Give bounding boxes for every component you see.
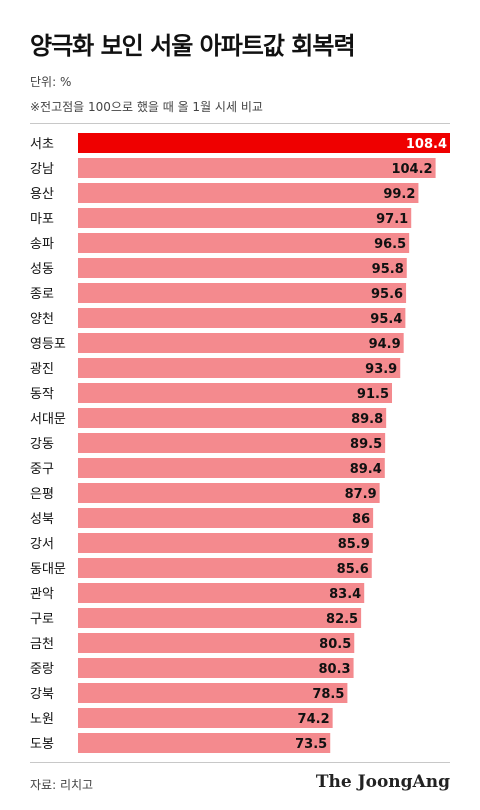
chart-title: 양극화 보인 서울 아파트값 회복력 xyxy=(30,32,356,60)
data-label: 108.4 xyxy=(406,137,447,152)
category-label: 양천 xyxy=(30,312,54,327)
category-label: 은평 xyxy=(30,487,54,502)
bar xyxy=(78,458,385,478)
data-label: 93.9 xyxy=(365,362,397,377)
bar xyxy=(78,508,374,528)
category-label: 용산 xyxy=(30,187,54,202)
category-label: 성북 xyxy=(30,512,54,527)
data-label: 99.2 xyxy=(383,187,415,202)
bar-chart: 서초 108.4 강남 104.2 용산 99.2 마포 97.1 송파 96.5 성동 95.8 종로… xyxy=(30,133,450,753)
data-label: 95.6 xyxy=(371,287,403,302)
category-label: 강동 xyxy=(30,437,54,452)
data-label: 73.5 xyxy=(295,737,327,752)
footnote: ※전고점을 100으로 했을 때 올 1월 시세 비교 xyxy=(30,100,263,114)
category-label: 마포 xyxy=(30,212,54,227)
data-label: 86 xyxy=(352,512,370,527)
category-label: 종로 xyxy=(30,287,54,302)
source-label: 자료: 리치고 xyxy=(30,778,94,792)
bar xyxy=(78,533,373,553)
bar xyxy=(78,408,387,428)
bar xyxy=(78,158,436,178)
category-label: 금천 xyxy=(30,637,54,652)
data-label: 85.6 xyxy=(337,562,369,577)
data-label: 104.2 xyxy=(391,162,432,177)
category-label: 관악 xyxy=(30,587,54,602)
category-label: 노원 xyxy=(30,712,54,727)
category-label: 강북 xyxy=(30,687,54,702)
data-label: 94.9 xyxy=(369,337,401,352)
category-label: 성동 xyxy=(30,262,54,277)
data-label: 95.8 xyxy=(372,262,404,277)
bar xyxy=(78,683,348,703)
data-label: 87.9 xyxy=(345,487,377,502)
top-divider xyxy=(30,123,450,124)
bar xyxy=(78,708,333,728)
data-label: 80.3 xyxy=(318,662,350,677)
category-label: 중구 xyxy=(30,462,54,477)
category-label: 강서 xyxy=(30,537,54,552)
bar xyxy=(78,658,354,678)
data-label: 78.5 xyxy=(312,687,344,702)
brand-logo: The JoongAng xyxy=(315,772,450,792)
data-label: 74.2 xyxy=(298,712,330,727)
category-label: 송파 xyxy=(30,237,54,252)
category-label: 동작 xyxy=(30,387,54,402)
bar xyxy=(78,308,406,328)
bar xyxy=(78,558,372,578)
bar xyxy=(78,633,355,653)
bar xyxy=(78,433,386,453)
category-label: 강남 xyxy=(30,162,54,177)
bar xyxy=(78,733,331,753)
data-label: 89.8 xyxy=(351,412,383,427)
data-label: 97.1 xyxy=(376,212,408,227)
data-label: 89.5 xyxy=(350,437,382,452)
bar xyxy=(78,358,401,378)
data-label: 89.4 xyxy=(350,462,382,477)
bar xyxy=(78,583,365,603)
bar xyxy=(78,233,410,253)
data-label: 91.5 xyxy=(357,387,389,402)
bar xyxy=(78,333,404,353)
category-label: 서초 xyxy=(30,137,54,152)
data-label: 82.5 xyxy=(326,612,358,627)
category-label: 동대문 xyxy=(30,562,66,577)
bottom-divider xyxy=(30,762,450,763)
category-label: 광진 xyxy=(30,362,54,377)
bar xyxy=(78,283,407,303)
category-label: 영등포 xyxy=(30,337,66,352)
unit-label: 단위: % xyxy=(30,75,72,89)
category-label: 구로 xyxy=(30,612,54,627)
bar xyxy=(78,208,412,228)
category-label: 서대문 xyxy=(30,412,66,427)
category-label: 도봉 xyxy=(30,737,54,752)
bar xyxy=(78,383,393,403)
bar xyxy=(78,258,407,278)
bar xyxy=(78,183,419,203)
data-label: 95.4 xyxy=(370,312,402,327)
data-label: 80.5 xyxy=(319,637,351,652)
bar xyxy=(78,483,380,503)
bar xyxy=(78,133,450,153)
data-label: 96.5 xyxy=(374,237,406,252)
bar xyxy=(78,608,362,628)
data-label: 83.4 xyxy=(329,587,361,602)
data-label: 85.9 xyxy=(338,537,370,552)
category-label: 중랑 xyxy=(30,662,54,677)
